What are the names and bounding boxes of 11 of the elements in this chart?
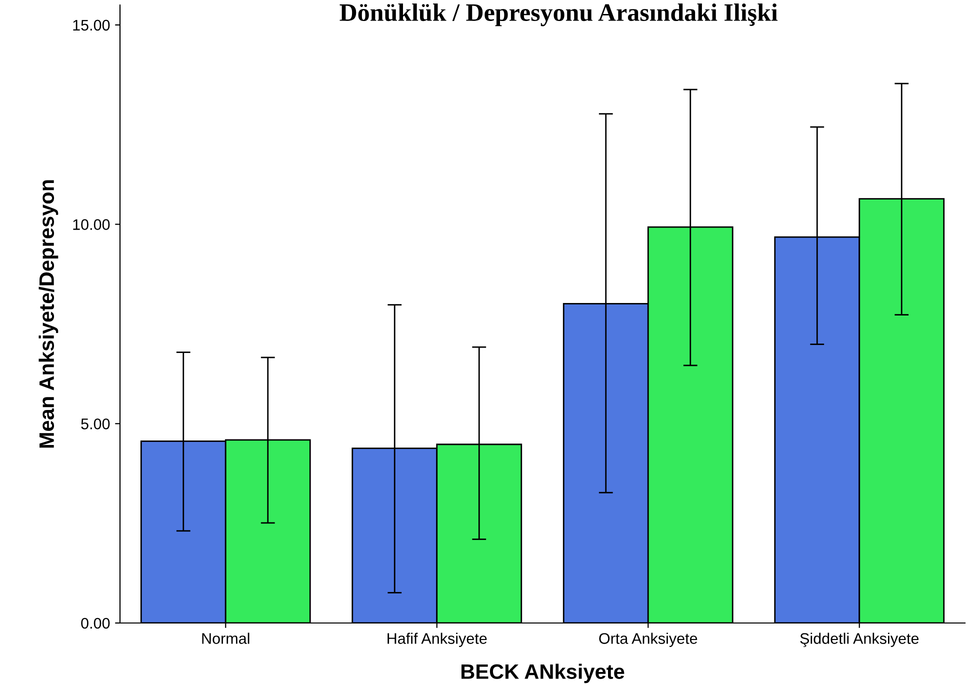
x-tick-label: Orta Anksiyete (599, 632, 698, 647)
x-tick-label: Hafif Anksiyete (388, 632, 487, 647)
y-tick-label: 5.00 (81, 418, 110, 430)
x-tick-label: Normal (202, 632, 250, 644)
x-axis-title: BECK ANksiyete (462, 664, 624, 684)
x-tick-label: Şiddetli Anksiyete (800, 632, 919, 648)
y-tick-label: 10.00 (73, 219, 110, 230)
y-tick-label: 0.00 (81, 618, 110, 629)
chart-title: Dönüklük / Depresyonu Arasındaki Ilişki (340, 3, 778, 26)
y-axis-title: Mean Anksiyete/Depresyon (38, 180, 58, 448)
y-tick-label: 15.00 (73, 20, 110, 31)
